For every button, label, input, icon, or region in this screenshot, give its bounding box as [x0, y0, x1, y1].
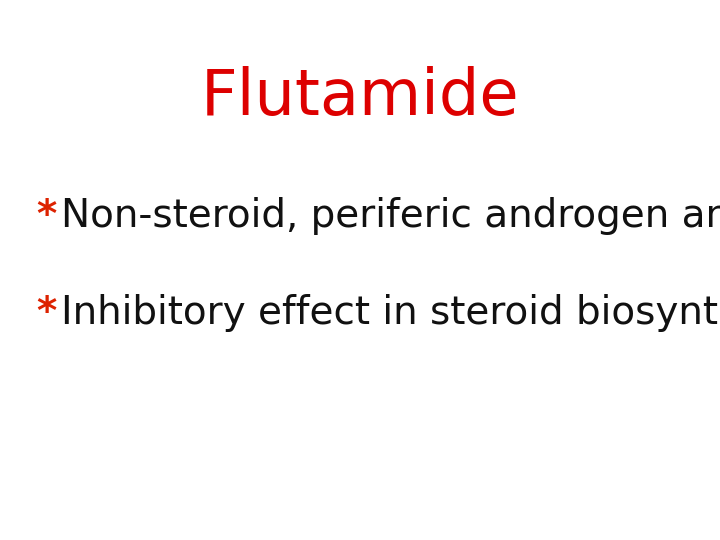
Text: Inhibitory effect in steroid biosynthesis (adrenal): Inhibitory effect in steroid biosynthesi…: [61, 294, 720, 332]
Text: Flutamide: Flutamide: [201, 66, 519, 128]
Text: *: *: [36, 197, 56, 235]
Text: Non-steroid, periferic androgen antagonist: Non-steroid, periferic androgen antagoni…: [61, 197, 720, 235]
Text: *: *: [36, 294, 56, 332]
